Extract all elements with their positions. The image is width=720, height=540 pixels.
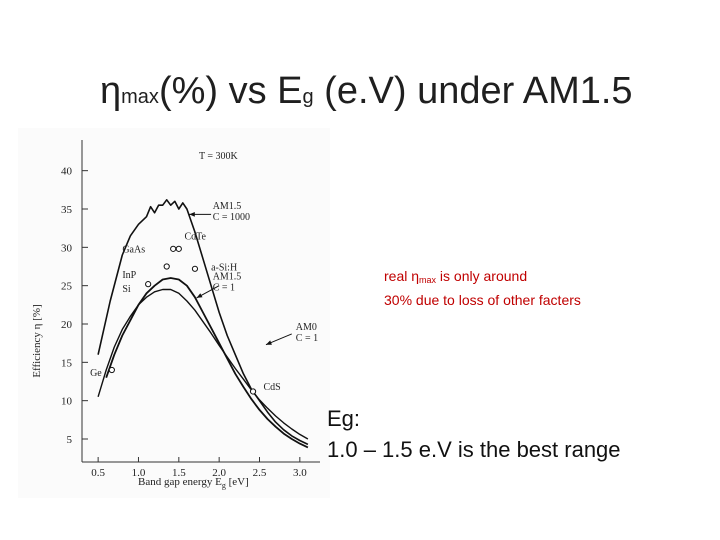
material-label: a-Si:H [211,262,237,273]
y-tick-label: 40 [61,166,73,178]
note-eta: real η [384,268,420,284]
y-axis-label: Efficiency η [%] [31,304,43,377]
annotation-label: AM0 [296,322,317,333]
y-tick-label: 30 [61,242,73,254]
x-tick-label: 2.5 [253,467,267,479]
x-axis-label: Band gap energy Eg [eV] [138,476,249,490]
material-label: GaAs [122,245,145,256]
title-max-subscript: max [121,86,159,108]
material-marker [108,366,115,374]
eg-best-range: 1.0 – 1.5 e.V is the best range [327,437,621,462]
x-tick-label: 2.0 [212,467,226,479]
annotation-label: AM1.5 [213,272,242,283]
annotation-sublabel: C = 1 [296,333,318,344]
series-line-1 [105,277,309,449]
material-marker [163,263,170,270]
series-line-2 [97,288,309,440]
annotation-sublabel: C = 1 [213,283,235,294]
y-tick-label: 10 [61,396,73,408]
material-label: Si [122,284,131,295]
series-line-0 [97,199,309,446]
x-tick-label: 0.5 [91,467,105,479]
material-marker [249,388,257,395]
efficiency-chart-figure: 5 10 15 20 25 30 35 40 0.5 1.0 1.5 2.0 2.5 3.0 Band ga… [18,128,330,498]
y-tick-label: 15 [61,357,73,369]
annotation-label: AM1.5 [213,201,242,212]
title-eta: η [100,70,122,112]
efficiency-chart: 5 10 15 20 25 30 35 40 0.5 1.0 1.5 2.0 2.5 3.0 Band ga… [31,140,320,490]
title-end: (e.V) under AM1.5 [313,70,633,112]
material-marker [191,265,199,272]
material-label: InP [122,270,136,281]
y-tick-label: 35 [61,204,73,216]
note-line-1: real ηmax is only around [384,266,704,290]
eg-heading: Eg: [327,406,361,431]
material-marker [175,245,182,252]
note-rest: is only around [436,268,528,284]
annotation-arrow-head [189,212,195,217]
annotation-arrow-head [265,340,272,345]
note-max-subscript: max [419,275,437,285]
y-tick-label: 5 [67,434,73,446]
efficiency-note: real ηmax is only around 30% due to loss… [384,266,704,310]
annotation-sublabel: C = 1000 [213,212,250,223]
slide-title: ηmax(%) vs Eg (e.V) under AM1.5 [100,66,700,122]
title-middle: (%) vs E [158,70,303,112]
annotation-arrow-head [196,293,203,298]
x-tick-label: 1.5 [172,467,186,479]
x-tick-label: 3.0 [293,467,307,479]
material-label: CdTe [184,232,206,243]
material-label: CdS [264,382,281,393]
temperature-label: T = 300K [199,151,239,162]
material-marker [170,245,177,252]
note-line-2: 30% due to loss of other facters [384,292,581,308]
x-tick-label: 1.0 [132,467,146,479]
y-tick-label: 20 [61,319,73,331]
title-g-subscript: g [302,86,314,108]
material-label: Ge [90,368,102,379]
y-tick-label: 25 [61,281,73,293]
material-marker [145,281,152,288]
